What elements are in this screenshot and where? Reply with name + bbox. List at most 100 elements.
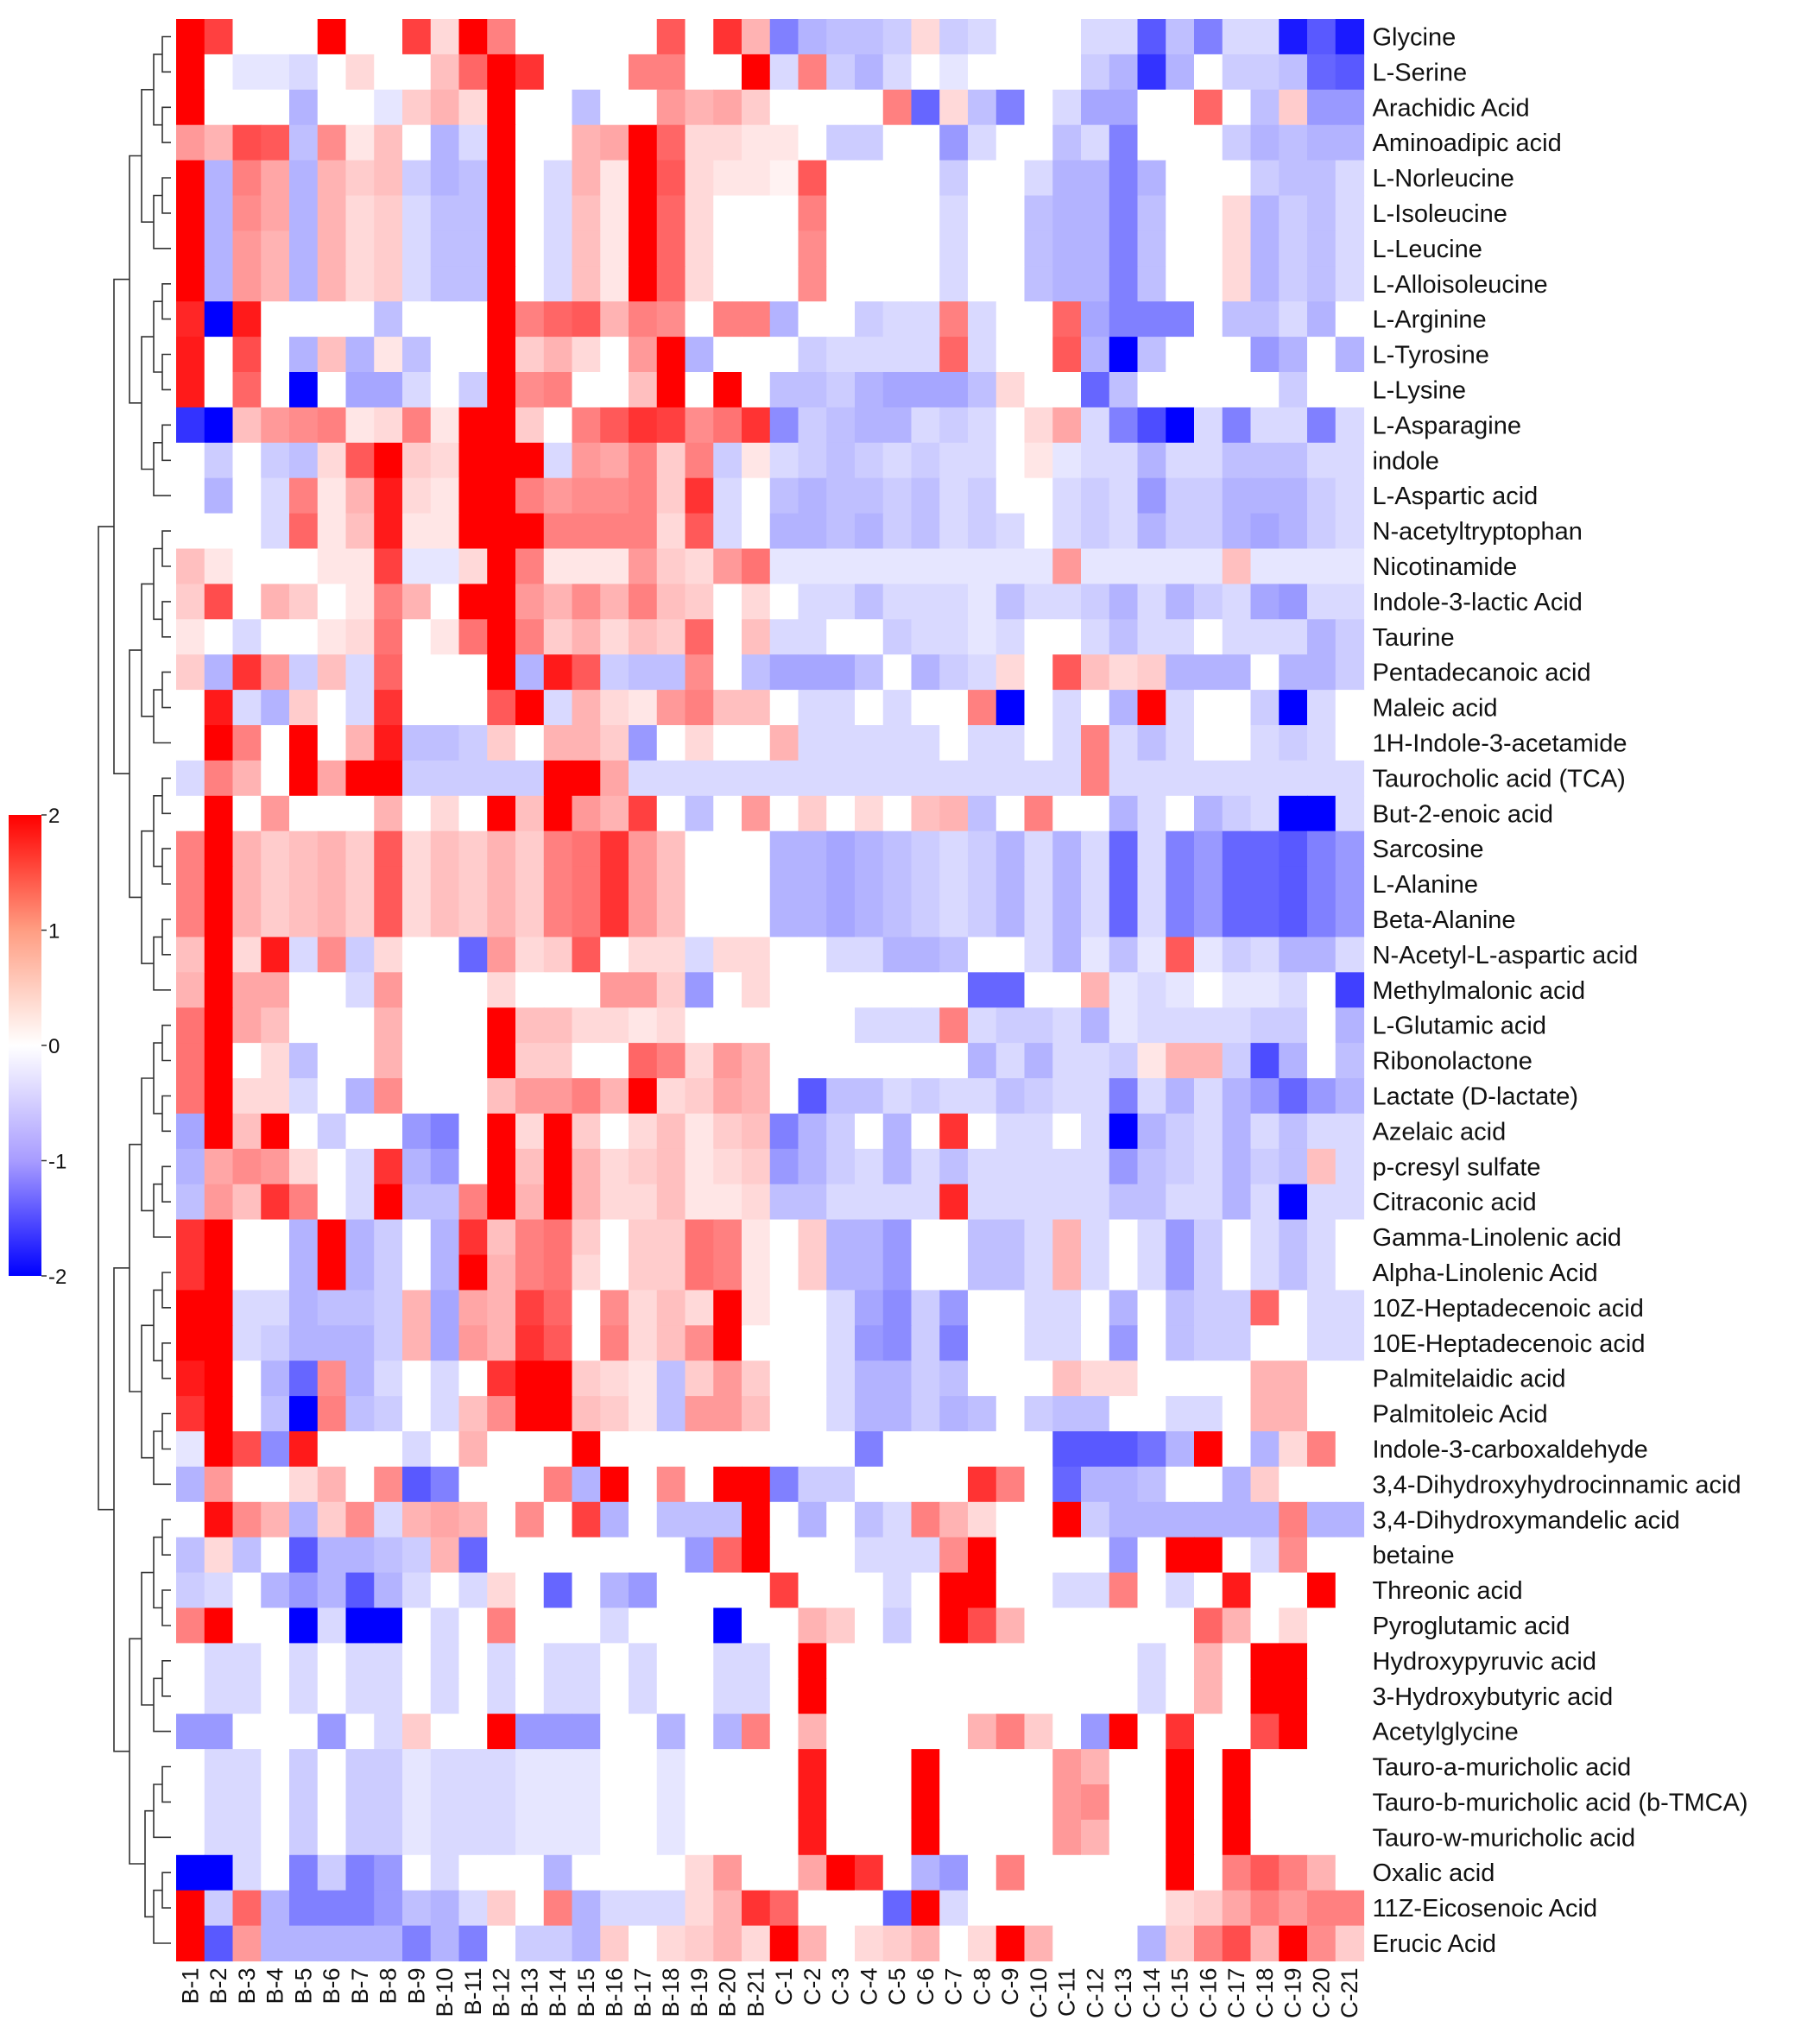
cell-citraconic-acid-b-2: [204, 1184, 234, 1221]
cell-ribonolactone-b-4: [261, 1043, 290, 1079]
cell-but-2-enoic-acid-b-8: [374, 795, 403, 832]
cell-azelaic-acid-b-4: [261, 1113, 290, 1150]
cell-citraconic-acid-b-16: [600, 1184, 629, 1221]
row-label: Gamma-Linolenic acid: [1373, 1224, 1622, 1252]
cell-n-acetyltryptophan-b-8: [374, 513, 403, 550]
cell-azelaic-acid-b-14: [543, 1113, 573, 1150]
cell-palmitoleic-acid-b-20: [713, 1396, 743, 1432]
cell-maleic-acid-b-12: [487, 690, 516, 726]
cell-alpha-linolenic-acid-c-16: [1194, 1254, 1223, 1291]
cell-palmitoleic-acid-b-1: [176, 1396, 205, 1432]
cell-oxalic-acid-b-14: [543, 1854, 573, 1891]
cell-indole-b-8: [374, 442, 403, 479]
cell-taurocholic-acid-tca--b-6: [317, 760, 347, 797]
cell-l-lysine-b-16: [600, 372, 629, 408]
column-label: C-10: [1026, 1968, 1052, 2019]
cell-lactate-d-lactate--c-6: [911, 1078, 940, 1114]
cell-indole-b-18: [656, 442, 686, 479]
cell-10e-heptadecenoic-acid-b-19: [685, 1325, 714, 1361]
cell-hydroxypyruvic-acid-c-2: [798, 1643, 827, 1679]
cell-glycine-b-7: [345, 19, 375, 55]
cell-11z-eicosenoic-acid-b-8: [374, 1890, 403, 1927]
cell-citraconic-acid-b-15: [572, 1184, 601, 1221]
dendrogram-branch: [129, 155, 142, 404]
cell-tauro-w-muricholic-acid-c-5: [882, 1819, 913, 1856]
cell-l-glutamic-acid-b-16: [600, 1007, 629, 1044]
cell-indole-3-carboxaldehyde-b-21: [742, 1431, 771, 1468]
cell-tauro-w-muricholic-acid-b-9: [402, 1819, 432, 1856]
cell-indole-3-lactic-acid-c-5: [882, 584, 913, 620]
cell-gamma-linolenic-acid-c-1: [769, 1219, 799, 1256]
cell-betaine-b-20: [713, 1537, 743, 1574]
column-label: B-1: [177, 1968, 203, 2005]
cell-taurine-c-13: [1109, 619, 1139, 655]
cell-sarcosine-c-13: [1109, 830, 1139, 868]
cell-l-alloisoleucine-c-20: [1307, 266, 1337, 302]
cell-l-norleucine-c-8: [968, 160, 997, 197]
cell-l-norleucine-b-12: [487, 160, 516, 197]
cell-l-tyrosine-c-15: [1166, 337, 1195, 373]
cell-gamma-linolenic-acid-b-6: [317, 1219, 347, 1256]
cell-taurine-c-6: [911, 619, 940, 655]
cell-p-cresyl-sulfate-b-20: [713, 1148, 743, 1185]
cell-but-2-enoic-acid-b-15: [572, 795, 601, 832]
cell-but-2-enoic-acid-c-8: [968, 795, 997, 832]
cell-pyroglutamic-acid-c-16: [1194, 1607, 1223, 1644]
cell-beta-alanine-b-10: [430, 901, 460, 938]
cell-indole-3-carboxaldehyde-c-2: [798, 1431, 827, 1468]
row-label: Maleic acid: [1373, 695, 1498, 723]
row-label: Threonic acid: [1373, 1577, 1523, 1605]
cell-palmitoleic-acid-b-3: [232, 1396, 262, 1432]
cell-betaine-b-3: [232, 1537, 262, 1574]
cell-threonic-acid-b-8: [374, 1572, 403, 1609]
cell-l-norleucine-c-6: [911, 160, 940, 197]
cell-3-4-dihydroxyhydrocinnamic-acid-b-12: [487, 1466, 516, 1503]
cell-3-4-dihydroxyhydrocinnamic-acid-b-17: [629, 1466, 658, 1503]
cell-10z-heptadecenoic-acid-b-13: [515, 1290, 545, 1326]
cell-pentadecanoic-acid-c-11: [1052, 654, 1082, 691]
cell-l-leucine-b-10: [430, 230, 460, 267]
cell-3-4-dihydroxymandelic-acid-b-4: [261, 1501, 290, 1538]
cell-3-hydroxybutyric-acid-b-18: [656, 1678, 686, 1714]
cell-l-arginine-b-16: [600, 301, 629, 338]
cell-acetylglycine-b-21: [742, 1714, 771, 1750]
cell-ribonolactone-b-3: [232, 1043, 262, 1079]
cell-palmitoleic-acid-c-12: [1081, 1396, 1110, 1432]
cell-l-isoleucine-c-10: [1024, 195, 1053, 231]
cell-nicotinamide-b-6: [317, 548, 347, 584]
cell-taurocholic-acid-tca--c-17: [1222, 760, 1252, 797]
cell-oxalic-acid-b-2: [204, 1854, 234, 1891]
dendrogram-branch: [161, 353, 171, 391]
cell-pyroglutamic-acid-c-9: [995, 1607, 1026, 1644]
cell-10z-heptadecenoic-acid-b-1: [176, 1290, 205, 1326]
cell-aminoadipic-acid-c-14: [1137, 124, 1166, 161]
cell-3-4-dihydroxyhydrocinnamic-acid-b-16: [600, 1466, 629, 1503]
cell-palmitelaidic-acid-c-7: [939, 1361, 969, 1397]
cell-maleic-acid-b-16: [600, 690, 629, 726]
cell-3-hydroxybutyric-acid-c-2: [798, 1678, 827, 1714]
cell-pyroglutamic-acid-b-11: [458, 1607, 488, 1644]
cell-ribonolactone-b-6: [317, 1043, 347, 1079]
cell-l-serine-c-19: [1279, 54, 1308, 91]
cell-but-2-enoic-acid-b-14: [543, 795, 573, 832]
cell-1h-indole-3-acetamide-b-18: [656, 725, 686, 761]
cell-n-acetyltryptophan-b-10: [430, 513, 460, 550]
column-label: C-14: [1139, 1968, 1165, 2019]
cell-n-acetyltryptophan-b-9: [402, 513, 432, 550]
cell-1h-indole-3-acetamide-b-1: [176, 725, 205, 761]
cell-beta-alanine-c-20: [1307, 901, 1337, 938]
cell-n-acetyl-l-aspartic-acid-c-15: [1166, 937, 1195, 973]
cell-but-2-enoic-acid-c-5: [882, 795, 913, 832]
cell-l-arginine-b-9: [402, 301, 432, 338]
cell-3-4-dihydroxymandelic-acid-c-15: [1166, 1501, 1195, 1538]
cell-l-alloisoleucine-b-14: [543, 266, 573, 302]
cell-arachidic-acid-c-11: [1052, 89, 1082, 126]
cell-taurine-c-3: [826, 619, 856, 655]
cell-oxalic-acid-c-3: [826, 1854, 856, 1891]
cell-l-lysine-c-14: [1137, 372, 1166, 408]
cell-taurocholic-acid-tca--c-3: [826, 760, 856, 797]
cell-erucic-acid-b-4: [261, 1925, 290, 1962]
cell-but-2-enoic-acid-b-16: [600, 795, 629, 832]
cell-n-acetyl-l-aspartic-acid-c-18: [1250, 937, 1280, 973]
cell-3-4-dihydroxyhydrocinnamic-acid-b-15: [572, 1466, 601, 1503]
